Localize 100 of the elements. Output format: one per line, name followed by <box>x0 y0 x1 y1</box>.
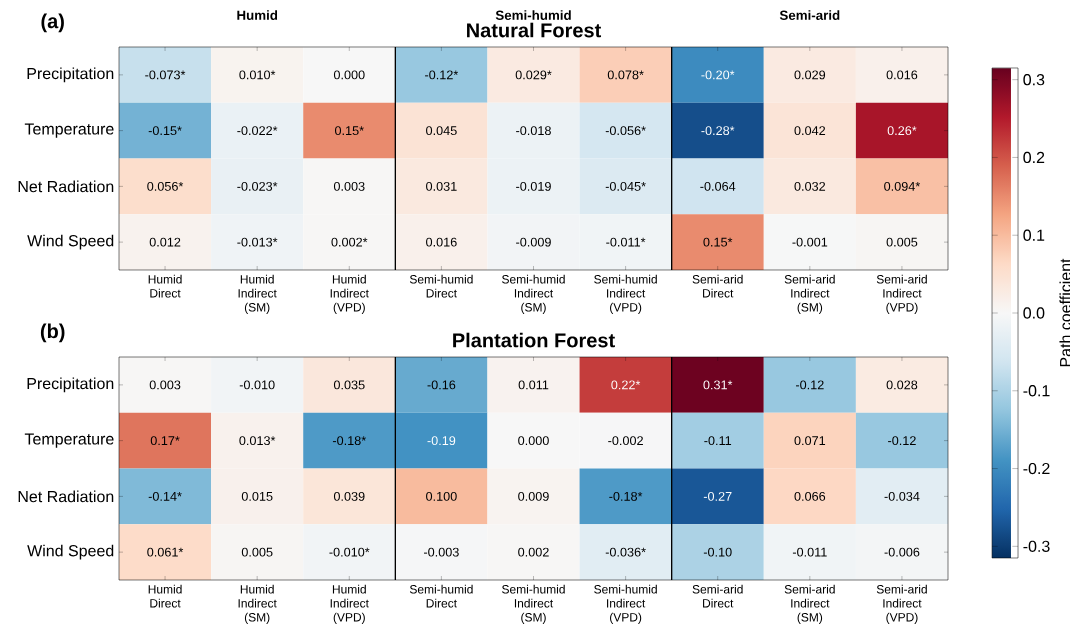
data-label: -0.045* <box>605 181 646 191</box>
y-tick-label: Temperature <box>24 123 114 138</box>
data-label: -0.006 <box>884 547 920 557</box>
text: Humid <box>237 10 278 20</box>
data-label: 0.009 <box>518 491 549 501</box>
data-label: 0.15* <box>703 237 733 247</box>
text: (a) <box>41 13 64 33</box>
x-tick-label: Semi-humid Indirect (SM) <box>502 274 565 314</box>
data-label: 0.029 <box>794 70 826 80</box>
data-label: 0.056* <box>147 181 184 191</box>
data-label: -0.16 <box>427 380 456 390</box>
data-label: 0.005 <box>886 237 918 247</box>
text: (b) <box>40 323 65 343</box>
data-label: -0.20* <box>701 70 735 80</box>
data-label: -0.18* <box>332 436 366 446</box>
data-label: -0.010* <box>329 547 370 557</box>
data-label: 0.003 <box>333 181 365 191</box>
color-bar-label: -0.3 <box>1023 540 1050 552</box>
x-tick-label: Humid Indirect (VPD) <box>330 584 369 624</box>
x-tick-label: Semi-humid Indirect (VPD) <box>594 584 657 624</box>
chart-title: Plantation Forest <box>453 332 615 348</box>
data-label: -0.10 <box>703 547 732 557</box>
data-label: 0.15* <box>334 126 364 136</box>
data-label: -0.11 <box>704 436 732 446</box>
data-label: 0.039 <box>333 491 365 501</box>
color-bar-label: 0.0 <box>1023 307 1045 319</box>
data-label: 0.005 <box>241 547 273 557</box>
data-label: -0.010 <box>239 380 275 390</box>
data-label: -0.036* <box>605 547 646 557</box>
y-tick-label: Net Radiation <box>18 490 114 503</box>
data-label: -0.28* <box>701 126 735 136</box>
data-label: -0.023* <box>237 181 278 191</box>
y-tick-label: Wind Speed <box>27 544 114 560</box>
data-label: -0.27 <box>703 491 732 501</box>
data-label: 0.31* <box>703 380 733 390</box>
x-tick-label: Semi-humid Indirect (VPD) <box>594 274 657 314</box>
data-label: -0.064 <box>700 181 736 191</box>
x-tick-label: Humid Direct <box>148 584 182 608</box>
color-bar-label: -0.2 <box>1023 462 1050 475</box>
x-tick-label: Semi-humid Direct <box>409 584 473 608</box>
data-label: -0.12 <box>888 436 916 446</box>
data-label: -0.001 <box>792 237 828 247</box>
y-tick-label: Precipitation <box>27 377 114 393</box>
data-label: -0.019 <box>516 181 551 191</box>
text: Semi-humid <box>495 10 571 20</box>
data-label: 0.028 <box>886 380 918 390</box>
data-label: 0.032 <box>794 181 826 191</box>
data-label: 0.031 <box>426 181 457 191</box>
data-label: 0.016 <box>886 70 918 80</box>
x-tick-label: Humid Indirect (SM) <box>238 584 277 624</box>
data-label: -0.12* <box>425 70 459 80</box>
x-tick-label: Humid Indirect (VPD) <box>330 274 369 314</box>
data-label: 0.010* <box>239 70 276 80</box>
data-label: 0.016 <box>426 237 457 247</box>
color-bar-label: 0.1 <box>1023 229 1045 241</box>
chart-title: Natural Forest <box>467 22 602 38</box>
x-tick-label: Semi-arid Indirect (VPD) <box>876 584 927 624</box>
data-label: 0.015 <box>241 491 273 501</box>
data-label: 0.000 <box>333 70 365 80</box>
data-label: 0.011 <box>518 380 549 390</box>
x-tick-label: Semi-arid Direct <box>692 274 743 298</box>
data-label: -0.013* <box>237 237 278 247</box>
data-label: 0.094* <box>884 181 921 191</box>
text: Semi-arid <box>779 10 840 20</box>
data-label: -0.14* <box>148 491 182 501</box>
data-label: 0.000 <box>518 436 549 446</box>
data-label: 0.066 <box>794 491 826 501</box>
data-label: 0.26* <box>887 126 917 136</box>
data-label: 0.002 <box>518 547 549 557</box>
data-label: 0.045 <box>426 126 457 136</box>
x-tick-label: Humid Indirect (SM) <box>238 274 277 314</box>
data-label: -0.034 <box>884 491 920 501</box>
data-label: 0.100 <box>426 491 457 501</box>
data-label: 0.013* <box>239 436 276 446</box>
x-tick-label: Semi-arid Indirect (SM) <box>784 584 835 624</box>
y-tick-label: Net Radiation <box>18 180 114 193</box>
x-tick-label: Humid Direct <box>148 274 182 298</box>
data-label: 0.029* <box>515 70 552 80</box>
data-label: -0.002 <box>608 436 643 446</box>
data-label: 0.22* <box>611 380 641 390</box>
data-label: 0.17* <box>150 436 180 446</box>
data-label: -0.018 <box>516 126 551 136</box>
y-tick-label: Precipitation <box>27 67 114 83</box>
data-label: -0.19 <box>427 436 456 446</box>
data-label: -0.011* <box>606 237 646 247</box>
data-label: -0.073* <box>145 70 186 80</box>
data-label: 0.035 <box>333 380 365 390</box>
x-tick-label: Semi-humid Indirect (SM) <box>502 584 565 624</box>
y-tick-label: Wind Speed <box>27 234 114 250</box>
data-label: -0.009 <box>516 237 551 247</box>
data-label: -0.011 <box>792 547 827 557</box>
x-tick-label: Semi-arid Indirect (VPD) <box>876 274 927 314</box>
color-bar-label: -0.1 <box>1023 385 1050 397</box>
data-label: -0.18* <box>609 491 643 501</box>
data-label: 0.078* <box>607 70 644 80</box>
data-label: -0.003 <box>424 547 459 557</box>
color-bar-label: 0.3 <box>1023 74 1045 86</box>
y-tick-label: Temperature <box>24 433 114 448</box>
x-tick-label: Semi-arid Direct <box>692 584 743 608</box>
data-label: -0.12 <box>795 380 824 390</box>
